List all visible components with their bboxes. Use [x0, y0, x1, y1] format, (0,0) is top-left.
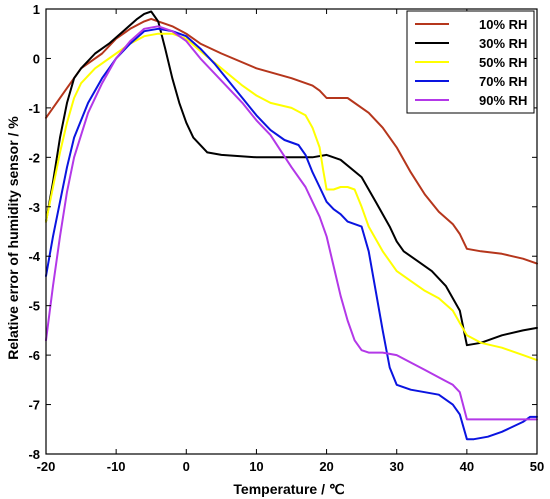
y-tick-label: -6	[28, 348, 40, 363]
y-tick-label: -3	[28, 200, 40, 215]
x-tick-label: 20	[319, 459, 333, 474]
x-tick-label: 10	[249, 459, 263, 474]
y-tick-label: -1	[28, 101, 40, 116]
x-tick-label: -20	[37, 459, 56, 474]
legend-label: 50% RH	[479, 55, 527, 70]
y-tick-label: -4	[28, 249, 40, 264]
x-tick-label: 0	[183, 459, 190, 474]
y-tick-label: -8	[28, 447, 40, 462]
x-tick-label: -10	[107, 459, 126, 474]
x-axis-title: Temperature / ℃	[233, 481, 344, 497]
series-line-30-rh	[45, 10, 538, 347]
y-tick-label: 1	[33, 2, 40, 17]
legend-label: 30% RH	[479, 36, 527, 51]
x-tick-label: 40	[460, 459, 474, 474]
series-line-50-rh	[45, 32, 538, 362]
legend-label: 10% RH	[479, 17, 527, 32]
series-line-90-rh	[45, 25, 538, 421]
y-tick-label: -7	[28, 398, 40, 413]
series-line-70-rh	[45, 27, 538, 441]
y-tick-label: -5	[28, 299, 40, 314]
y-tick-label: -2	[28, 150, 40, 165]
x-tick-label: 30	[389, 459, 403, 474]
legend: 10% RH 30% RH 50% RH 70% RH 90% RH	[406, 10, 535, 114]
legend-label: 70% RH	[479, 74, 527, 89]
y-axis-title: Relative error of humidity sensor / %	[5, 116, 21, 360]
series-line-10-rh	[45, 17, 538, 265]
x-tick-label: 50	[530, 459, 544, 474]
y-tick-label: 0	[33, 51, 40, 66]
legend-label: 90% RH	[479, 93, 527, 108]
axes-box	[45, 8, 538, 455]
